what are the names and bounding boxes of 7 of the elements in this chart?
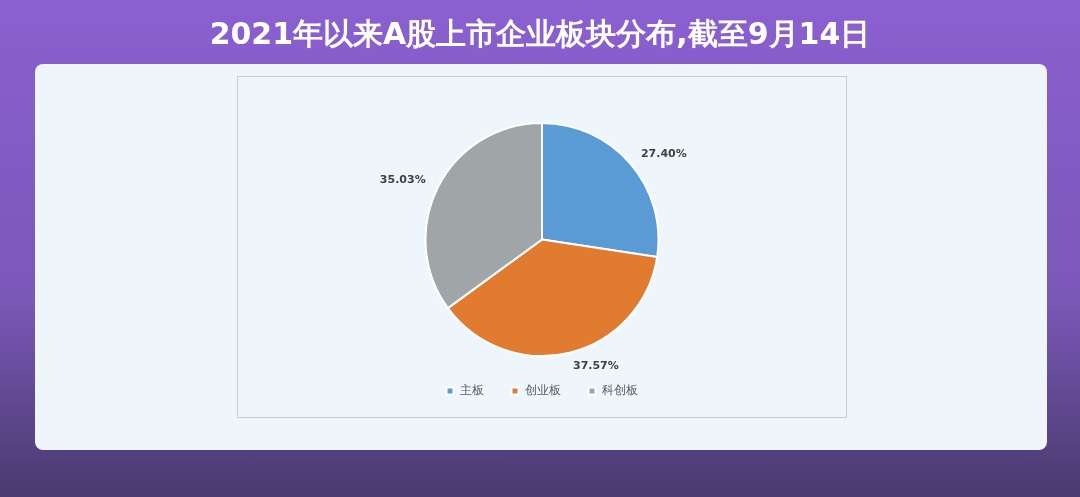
data-label: 35.03% bbox=[379, 173, 426, 187]
legend-label: 主板 bbox=[459, 383, 484, 398]
legend-label: 科创板 bbox=[601, 383, 638, 398]
data-label: 37.57% bbox=[572, 359, 619, 373]
chart-title: 2021年以来A股上市企业板块分布,截至9月14日 bbox=[208, 15, 872, 53]
data-label: 27.40% bbox=[640, 147, 687, 161]
legend-label: 创业板 bbox=[524, 383, 561, 398]
